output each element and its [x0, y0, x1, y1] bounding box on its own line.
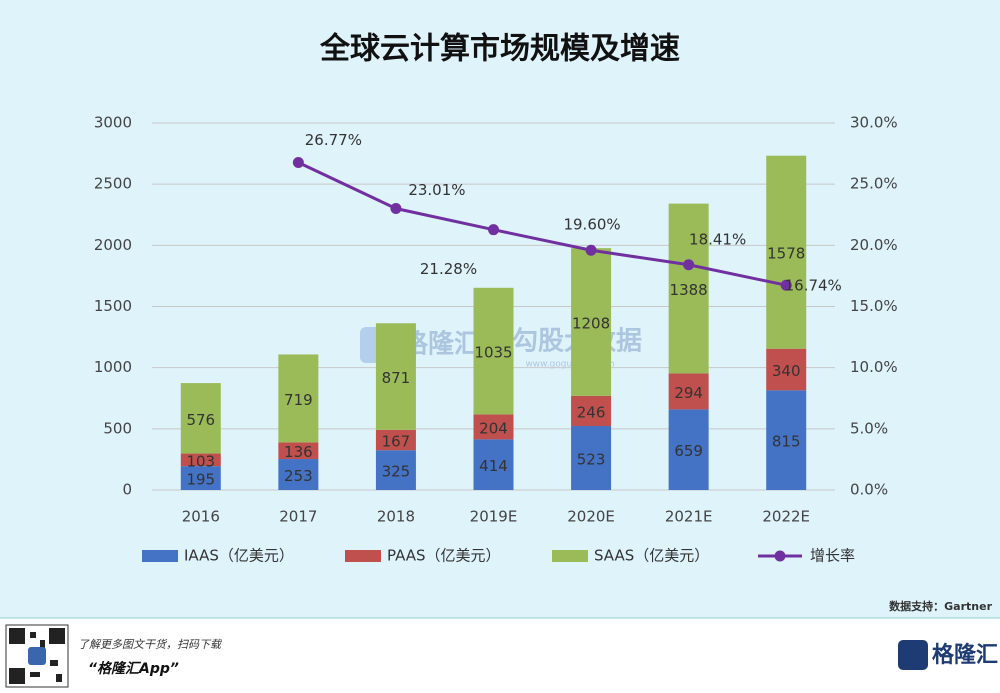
- bar-segment: [278, 354, 319, 443]
- logo-icon: [898, 640, 928, 670]
- legend-swatch: [142, 550, 178, 562]
- y2-tick-label: 0.0%: [850, 481, 888, 499]
- value-label: 1035: [474, 344, 512, 362]
- value-label: 103: [186, 452, 215, 470]
- x-tick-label: 2018: [377, 508, 415, 526]
- bar-segment: [766, 348, 807, 391]
- bar-segment: [571, 426, 612, 490]
- growth-label: 18.41%: [689, 230, 746, 248]
- growth-label: 23.01%: [408, 181, 465, 199]
- y-tick-label: 1000: [94, 358, 132, 376]
- growth-point: [292, 157, 304, 169]
- value-label: 659: [674, 442, 703, 460]
- promo-app: “格隆汇App”: [88, 660, 179, 677]
- logo-text: 格隆汇: [932, 642, 998, 668]
- value-label: 253: [284, 467, 313, 485]
- bar-segment: [375, 323, 416, 430]
- growth-point: [683, 259, 695, 271]
- value-label: 871: [382, 369, 411, 387]
- bar-segment: [473, 439, 514, 490]
- y2-tick-label: 30.0%: [850, 114, 898, 132]
- growth-label: 26.77%: [305, 131, 362, 149]
- legend-label: PAAS（亿美元）: [387, 547, 501, 565]
- y-tick-label: 500: [103, 419, 132, 437]
- qr-code: [5, 624, 69, 688]
- growth-label: 16.74%: [785, 277, 842, 295]
- value-label: 340: [772, 362, 801, 380]
- bar-segment: [571, 395, 612, 427]
- bar-segment: [180, 453, 221, 467]
- legend-swatch: [552, 550, 588, 562]
- growth-point: [488, 224, 499, 236]
- bar-segment: [668, 373, 709, 410]
- value-label: 167: [382, 433, 411, 451]
- y-tick-label: 0: [122, 481, 132, 499]
- y2-tick-label: 25.0%: [850, 175, 898, 193]
- footer-bg: [0, 618, 1000, 693]
- bar-segment: [278, 442, 319, 460]
- bar-segment: [375, 450, 416, 490]
- y2-tick-label: 15.0%: [850, 297, 898, 315]
- growth-label: 19.60%: [563, 216, 620, 234]
- watermark-url: www.gogudata.com: [525, 360, 614, 370]
- value-label: 195: [186, 471, 215, 489]
- growth-point: [585, 244, 597, 256]
- legend-marker: [774, 550, 786, 562]
- y-tick-label: 3000: [94, 114, 132, 132]
- bar-segment: [668, 409, 709, 490]
- legend-label: SAAS（亿美元）: [594, 547, 709, 565]
- bar-segment: [766, 390, 807, 490]
- source: 数据支持：Gartner: [889, 599, 992, 613]
- bar-segment: [180, 383, 221, 454]
- bar-segment: [375, 429, 416, 451]
- growth-point: [390, 203, 402, 215]
- growth-label: 21.28%: [420, 260, 477, 278]
- promo-text: 了解更多图文干货，扫码下载: [78, 638, 223, 651]
- value-label: 136: [284, 443, 313, 461]
- x-tick-label: 2021E: [665, 508, 713, 526]
- y2-tick-label: 10.0%: [850, 358, 898, 376]
- y-tick-label: 2000: [94, 236, 132, 254]
- growth-point: [780, 279, 792, 291]
- value-label: 815: [772, 433, 801, 451]
- x-tick-label: 2020E: [567, 508, 615, 526]
- y2-tick-label: 5.0%: [850, 419, 888, 437]
- bar-segment: [473, 287, 514, 415]
- y-tick-label: 2500: [94, 175, 132, 193]
- value-label: 576: [186, 411, 215, 429]
- bar-segment: [278, 459, 319, 490]
- x-tick-label: 2017: [279, 508, 317, 526]
- value-label: 1388: [670, 281, 708, 299]
- value-label: 414: [479, 457, 508, 475]
- legend-label: IAAS（亿美元）: [184, 547, 294, 565]
- value-label: 325: [382, 463, 411, 481]
- legend-label: 增长率: [810, 547, 855, 565]
- value-label: 1578: [767, 245, 805, 263]
- x-tick-label: 2016: [182, 508, 220, 526]
- bar-segment: [180, 466, 221, 490]
- x-tick-label: 2022E: [762, 508, 810, 526]
- x-tick-label: 2019E: [470, 508, 518, 526]
- value-label: 204: [479, 419, 508, 437]
- bar-segment: [473, 414, 514, 440]
- chart-title: 全球云计算市场规模及增速: [319, 32, 680, 67]
- bar-segment: [668, 203, 709, 374]
- value-label: 523: [577, 451, 606, 469]
- value-label: 246: [577, 403, 606, 421]
- y2-tick-label: 20.0%: [850, 236, 898, 254]
- legend-swatch: [345, 550, 381, 562]
- value-label: 1208: [572, 315, 610, 333]
- bar-segment: [766, 155, 807, 349]
- value-label: 294: [674, 384, 703, 402]
- value-label: 719: [284, 391, 313, 409]
- bar-segment: [571, 248, 612, 396]
- y-tick-label: 1500: [94, 297, 132, 315]
- growth-line: [297, 161, 787, 287]
